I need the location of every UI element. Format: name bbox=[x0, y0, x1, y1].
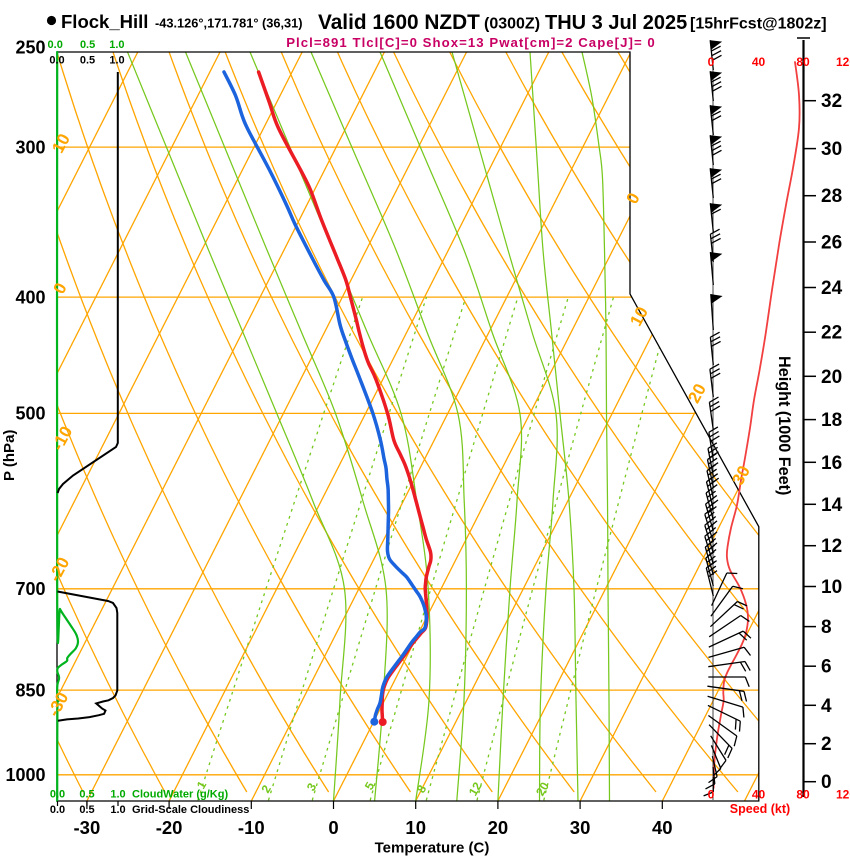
svg-text:700: 700 bbox=[15, 579, 45, 599]
svg-text:0: 0 bbox=[708, 788, 715, 802]
svg-text:Valid 1600 NZDT: Valid 1600 NZDT bbox=[318, 11, 480, 34]
svg-text:1000: 1000 bbox=[5, 765, 45, 785]
svg-text:16: 16 bbox=[821, 453, 842, 474]
svg-text:2: 2 bbox=[821, 734, 832, 755]
svg-text:80: 80 bbox=[796, 788, 810, 802]
svg-text:400: 400 bbox=[15, 287, 45, 307]
svg-text:14: 14 bbox=[821, 495, 843, 516]
svg-text:22: 22 bbox=[821, 323, 842, 344]
svg-text:30: 30 bbox=[570, 817, 591, 838]
svg-text:30: 30 bbox=[821, 139, 842, 160]
svg-text:12: 12 bbox=[821, 536, 842, 557]
svg-text:40: 40 bbox=[752, 55, 766, 69]
svg-text:Grid-Scale Cloudiness: Grid-Scale Cloudiness bbox=[132, 804, 249, 816]
svg-text:Height (1000 Feet): Height (1000 Feet) bbox=[775, 356, 793, 495]
svg-text:10: 10 bbox=[405, 817, 426, 838]
svg-text:Temperature (C): Temperature (C) bbox=[375, 840, 490, 857]
svg-text:12: 12 bbox=[466, 779, 485, 798]
svg-text:-20: -20 bbox=[156, 817, 183, 838]
svg-text:0.0: 0.0 bbox=[50, 789, 65, 801]
svg-text:26: 26 bbox=[821, 233, 842, 254]
svg-text:-10: -10 bbox=[238, 817, 265, 838]
svg-text:0: 0 bbox=[328, 817, 338, 838]
svg-text:[15hrFcst@1802z]: [15hrFcst@1802z] bbox=[690, 16, 827, 33]
svg-text:Flock_Hill: Flock_Hill bbox=[61, 11, 148, 32]
svg-text:80: 80 bbox=[796, 55, 810, 69]
svg-text:250: 250 bbox=[15, 38, 45, 58]
svg-text:0.5: 0.5 bbox=[80, 39, 95, 51]
svg-text:20: 20 bbox=[488, 817, 509, 838]
svg-text:120: 120 bbox=[836, 788, 850, 802]
svg-text:1.0: 1.0 bbox=[109, 55, 124, 67]
svg-text:8: 8 bbox=[821, 617, 832, 638]
svg-text:40: 40 bbox=[752, 788, 766, 802]
svg-text:28: 28 bbox=[821, 186, 842, 207]
svg-text:18: 18 bbox=[821, 410, 842, 431]
svg-text:20: 20 bbox=[821, 367, 842, 388]
svg-text:0.5: 0.5 bbox=[80, 55, 95, 67]
svg-text:THU 3 Jul 2025: THU 3 Jul 2025 bbox=[545, 12, 687, 34]
svg-text:-30: -30 bbox=[74, 817, 101, 838]
svg-text:-43.126°,171.781° (36,31): -43.126°,171.781° (36,31) bbox=[155, 16, 303, 31]
svg-text:32: 32 bbox=[821, 91, 842, 112]
svg-text:120: 120 bbox=[836, 55, 850, 69]
svg-text:0: 0 bbox=[708, 55, 715, 69]
svg-text:6: 6 bbox=[821, 657, 832, 678]
svg-text:0.5: 0.5 bbox=[79, 804, 94, 816]
svg-text:850: 850 bbox=[15, 680, 45, 700]
svg-text:0.0: 0.0 bbox=[50, 804, 65, 816]
svg-text:20: 20 bbox=[533, 779, 552, 798]
svg-text:1.0: 1.0 bbox=[109, 39, 124, 51]
svg-text:0: 0 bbox=[821, 772, 832, 793]
svg-text:40: 40 bbox=[652, 817, 673, 838]
svg-text:4: 4 bbox=[821, 696, 832, 717]
svg-text:1.0: 1.0 bbox=[110, 804, 125, 816]
svg-text:P (hPa): P (hPa) bbox=[1, 430, 18, 481]
svg-text:24: 24 bbox=[821, 278, 843, 299]
svg-text:CloudWater (g/Kg): CloudWater (g/Kg) bbox=[132, 789, 228, 801]
svg-text:300: 300 bbox=[15, 137, 45, 157]
svg-text:1.0: 1.0 bbox=[110, 789, 125, 801]
svg-text:10: 10 bbox=[821, 577, 842, 598]
svg-text:(0300Z): (0300Z) bbox=[484, 16, 540, 33]
svg-text:0.0: 0.0 bbox=[49, 55, 64, 67]
svg-text:0.0: 0.0 bbox=[48, 39, 63, 51]
svg-text:Plcl=891 Tlcl[C]=0 Shox=13 Pwa: Plcl=891 Tlcl[C]=0 Shox=13 Pwat[cm]=2 Ca… bbox=[286, 35, 656, 50]
svg-text:Speed (kt): Speed (kt) bbox=[730, 802, 790, 816]
svg-text:0.5: 0.5 bbox=[79, 789, 94, 801]
svg-text:500: 500 bbox=[15, 404, 45, 424]
